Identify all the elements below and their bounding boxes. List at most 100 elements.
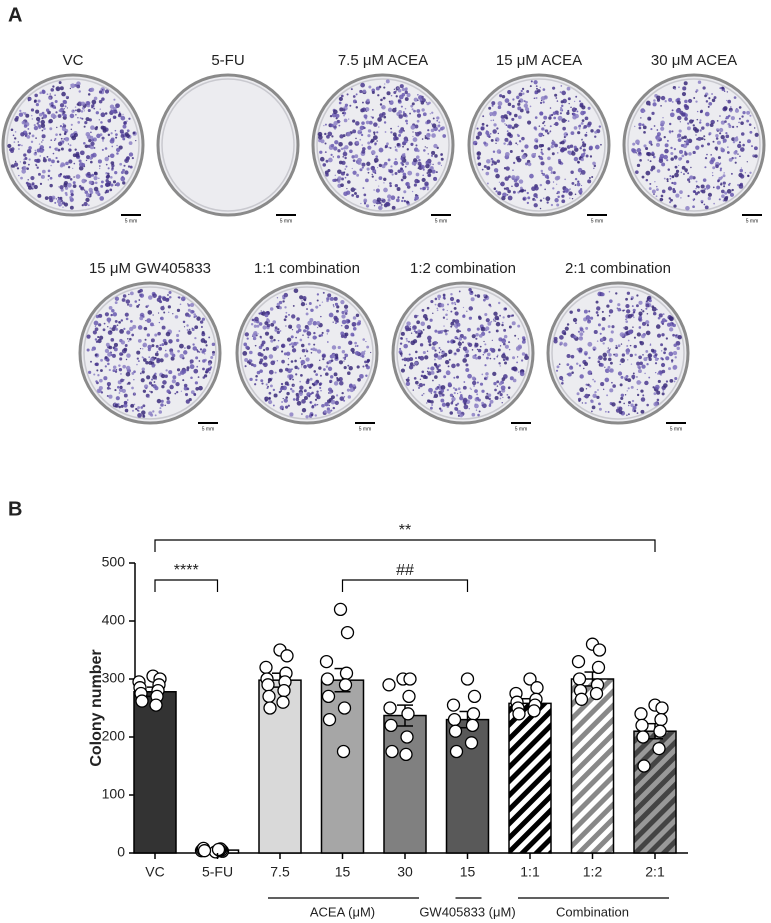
- colony: [380, 204, 383, 206]
- colony: [346, 93, 349, 96]
- colony: [66, 162, 68, 165]
- colony: [490, 157, 494, 161]
- colony: [373, 122, 378, 127]
- colony: [657, 357, 659, 360]
- colony: [457, 341, 462, 346]
- colony: [254, 383, 257, 386]
- colony: [376, 166, 379, 169]
- colony: [114, 403, 119, 408]
- colony: [104, 156, 109, 162]
- colony: [120, 171, 124, 175]
- colony: [86, 171, 91, 176]
- colony: [316, 320, 321, 326]
- colony: [580, 121, 584, 125]
- colony: [477, 131, 483, 137]
- colony: [477, 355, 482, 360]
- colony: [361, 101, 364, 104]
- colony: [666, 322, 672, 327]
- colony: [587, 341, 593, 347]
- colony: [295, 336, 297, 339]
- colony: [590, 316, 594, 320]
- colony: [481, 122, 485, 126]
- colony: [365, 107, 370, 112]
- colony: [661, 369, 666, 374]
- colony: [85, 192, 91, 198]
- colony: [651, 151, 655, 155]
- colony: [447, 365, 450, 368]
- colony: [427, 153, 430, 155]
- colony: [580, 145, 583, 148]
- colony: [481, 403, 487, 409]
- colony: [343, 171, 346, 174]
- colony: [291, 345, 295, 348]
- colony: [192, 310, 195, 314]
- colony: [288, 313, 291, 316]
- colony: [746, 110, 751, 115]
- colony: [403, 139, 408, 144]
- colony: [493, 381, 497, 386]
- colony: [576, 347, 580, 351]
- colony: [534, 91, 538, 95]
- colony: [346, 388, 350, 392]
- colony: [412, 328, 415, 331]
- colony: [367, 129, 372, 133]
- colony: [341, 112, 345, 115]
- colony: [416, 320, 421, 325]
- colony: [159, 317, 162, 320]
- colony: [33, 125, 39, 131]
- colony: [326, 409, 331, 414]
- colony: [296, 324, 301, 329]
- colony: [118, 392, 121, 394]
- colony: [102, 328, 106, 332]
- colony: [397, 125, 400, 128]
- colony: [708, 133, 711, 136]
- colony: [335, 356, 338, 359]
- colony: [124, 312, 129, 317]
- colony: [359, 89, 363, 94]
- data-point: [339, 666, 354, 680]
- colony: [596, 395, 600, 399]
- colony: [686, 160, 690, 164]
- colony: [670, 152, 674, 156]
- colony: [361, 107, 367, 112]
- colony: [356, 344, 359, 348]
- colony: [313, 370, 317, 373]
- colony: [462, 314, 466, 318]
- colony: [366, 98, 370, 103]
- plate: [235, 281, 379, 425]
- x-tick-label: 2:1: [645, 864, 665, 880]
- colony: [39, 182, 43, 185]
- colony: [65, 193, 68, 197]
- colony: [421, 108, 425, 112]
- colony: [542, 122, 545, 125]
- colony: [693, 190, 697, 194]
- colony: [650, 128, 653, 131]
- colony: [421, 308, 425, 312]
- colony: [574, 193, 577, 196]
- colony: [697, 136, 702, 141]
- colony: [316, 404, 319, 406]
- colony: [645, 146, 649, 151]
- colony: [440, 409, 443, 413]
- colony: [663, 154, 668, 160]
- colony: [434, 303, 437, 306]
- colony: [493, 168, 499, 173]
- colony: [86, 134, 92, 140]
- colony: [633, 311, 636, 314]
- colony: [561, 379, 564, 382]
- colony: [164, 404, 166, 407]
- colony: [452, 387, 455, 390]
- colony: [272, 388, 276, 392]
- colony: [454, 303, 457, 306]
- colony: [658, 158, 664, 164]
- colony: [451, 396, 456, 402]
- plate-label: 5-FU: [211, 52, 244, 69]
- colony: [476, 327, 480, 331]
- colony: [713, 96, 717, 100]
- colony: [116, 152, 119, 155]
- colony: [210, 356, 214, 360]
- colony: [359, 373, 364, 379]
- colony: [14, 137, 17, 140]
- colony: [661, 189, 666, 194]
- colony: [368, 85, 372, 89]
